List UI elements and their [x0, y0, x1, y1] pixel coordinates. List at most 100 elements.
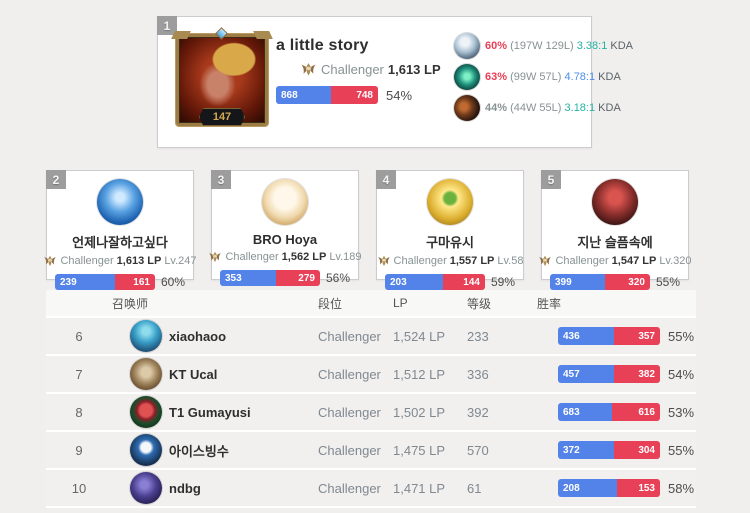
tier-label: Challenger — [318, 328, 381, 344]
losses-segment: 279 — [275, 270, 320, 286]
header-lp: LP — [393, 296, 408, 310]
green-champion-icon[interactable] — [454, 64, 480, 90]
tier-label: Challenger — [318, 366, 381, 382]
lp-value: 1,524 LP — [393, 328, 446, 344]
table-row[interactable]: 7 KT Ucal Challenger 1,512 LP 336 457 38… — [46, 356, 696, 394]
summoner-avatar[interactable] — [130, 396, 162, 428]
tier-label: Challenger — [318, 442, 381, 458]
level-value: 61 — [467, 480, 482, 496]
champion-stat-row[interactable]: 44% (44W 55L) 3.18:1 KDA — [454, 95, 621, 121]
win-rate: 54% — [386, 87, 413, 103]
lp-value: 1,562 LP — [281, 251, 327, 263]
win-rate: 59% — [490, 275, 515, 289]
summoner-avatar[interactable] — [130, 472, 162, 504]
wins-segment: 353 — [220, 270, 276, 286]
level-label: Lv.320 — [659, 255, 692, 267]
wins-segment: 208 — [558, 479, 617, 497]
table-row[interactable]: 9 아이스빙수 Challenger 1,475 LP 570 372 304 … — [46, 432, 696, 470]
winloss-bar: 239 161 — [55, 274, 155, 290]
losses-segment: 616 — [611, 403, 660, 421]
rank-number: 6 — [75, 328, 83, 344]
summoner-name[interactable]: T1 Gumayusi — [169, 404, 251, 420]
summoner-name[interactable]: 언제나잘하고싶다 — [72, 235, 168, 250]
champion-stat-row[interactable]: 60% (197W 129L) 3.38:1 KDA — [454, 33, 633, 59]
header-win-rate: 胜率 — [537, 296, 562, 311]
tier-label: Challenger — [60, 255, 114, 267]
champion-win-rate: 63% — [485, 71, 508, 83]
dark-champion-icon[interactable] — [454, 95, 480, 121]
summoner-name[interactable]: 구마유시 — [426, 235, 474, 250]
player-card[interactable]: 4 구마유시 Challenger 1,557 LP Lv.58 203 144… — [376, 170, 524, 290]
lp-value: 1,557 LP — [449, 255, 495, 267]
win-rate: 55% — [655, 275, 680, 289]
win-rate: 56% — [325, 271, 350, 285]
tier-label: Challenger — [318, 404, 381, 420]
header-summoner: 召唤师 — [112, 296, 149, 311]
summoner-name[interactable]: 지난 슬픔속에 — [577, 235, 653, 250]
winloss-bar: 399 320 — [550, 274, 650, 290]
top-player-card[interactable]: 1 147 a little story Challenger 1,613 LP… — [157, 16, 633, 148]
summoner-name[interactable]: BRO Hoya — [252, 232, 318, 247]
player-card[interactable]: 2 언제나잘하고싶다 Challenger 1,613 LP Lv.247 23… — [44, 170, 197, 290]
losses-segment: 304 — [614, 441, 660, 459]
summoner-avatar[interactable] — [130, 358, 162, 390]
lp-value: 1,475 LP — [393, 442, 446, 458]
lp-value: 1,502 LP — [393, 404, 446, 420]
leaderboard-table: 召唤师 段位 LP 等级 胜率 6 xiaohaoo Challenger 1,… — [46, 290, 696, 508]
wins-segment: 683 — [558, 403, 612, 421]
winloss-bar: 457 382 — [558, 365, 660, 383]
header-level: 等级 — [467, 296, 492, 311]
lp-value: 1,471 LP — [393, 480, 446, 496]
kda-label: KDA — [610, 40, 634, 52]
summoner-name[interactable]: a little story — [276, 37, 369, 54]
summoner-avatar[interactable] — [97, 179, 143, 225]
rank-badge: 1 — [157, 16, 177, 35]
summoner-avatar[interactable] — [130, 434, 162, 466]
level-label: Lv.247 — [164, 255, 197, 267]
win-rate: 60% — [160, 275, 185, 289]
summoner-avatar[interactable] — [427, 179, 473, 225]
challenger-crest-icon — [539, 255, 552, 266]
lp-value: 1,613 LP — [116, 255, 162, 267]
rank-number: 8 — [75, 404, 83, 420]
kda-label: KDA — [598, 102, 621, 114]
winloss-bar: 868 748 — [276, 86, 378, 104]
lp-value: 1,512 LP — [393, 366, 446, 382]
table-header-row: 召唤师 段位 LP 等级 胜率 — [46, 290, 696, 318]
summoner-name[interactable]: 아이스빙수 — [169, 443, 229, 459]
champion-stat-row[interactable]: 63% (99W 57L) 4.78:1 KDA — [454, 64, 621, 90]
table-row[interactable]: 10 ndbg Challenger 1,471 LP 61 208 153 5… — [46, 470, 696, 508]
winloss-bar: 353 279 — [220, 270, 320, 286]
summoner-avatar[interactable] — [592, 179, 638, 225]
wins-segment: 239 — [55, 274, 115, 290]
frame-gem-icon — [215, 27, 228, 40]
summoner-name[interactable]: KT Ucal — [169, 366, 218, 382]
rank-badge: 3 — [211, 170, 231, 189]
player-card[interactable]: 3 BRO Hoya Challenger 1,562 LP Lv.189 35… — [209, 170, 362, 286]
winloss-bar: 436 357 — [558, 327, 660, 345]
champion-stats-list: 60% (197W 129L) 3.38:1 KDA 63% (99W 57L)… — [454, 31, 633, 137]
frame-ornament-left — [171, 31, 191, 39]
table-row[interactable]: 8 T1 Gumayusi Challenger 1,502 LP 392 68… — [46, 394, 696, 432]
tier-label: Challenger — [555, 255, 609, 267]
summoner-name[interactable]: ndbg — [169, 480, 201, 496]
champion-record: (44W 55L) — [510, 102, 562, 114]
losses-segment: 161 — [114, 274, 155, 290]
losses-segment: 144 — [443, 274, 485, 290]
wins-segment: 436 — [558, 327, 615, 345]
lp-value: 1,547 LP — [611, 255, 657, 267]
summoner-avatar[interactable] — [262, 179, 308, 225]
pale-champion-icon[interactable] — [454, 33, 480, 59]
summoner-name[interactable]: xiaohaoo — [169, 328, 227, 344]
table-row[interactable]: 6 xiaohaoo Challenger 1,524 LP 233 436 3… — [46, 318, 696, 356]
rank-number: 7 — [75, 366, 83, 382]
frame-ornament-right — [253, 31, 273, 39]
tier-label: Challenger — [321, 62, 384, 77]
challenger-crest-icon — [301, 63, 316, 76]
summoner-avatar[interactable] — [130, 320, 162, 352]
summoner-portrait[interactable]: 147 — [171, 27, 273, 126]
winloss-bar: 203 144 — [385, 274, 485, 290]
tier-label: Challenger — [318, 480, 381, 496]
wins-segment: 203 — [385, 274, 444, 290]
player-card[interactable]: 5 지난 슬픔속에 Challenger 1,547 LP Lv.320 399… — [539, 170, 692, 290]
